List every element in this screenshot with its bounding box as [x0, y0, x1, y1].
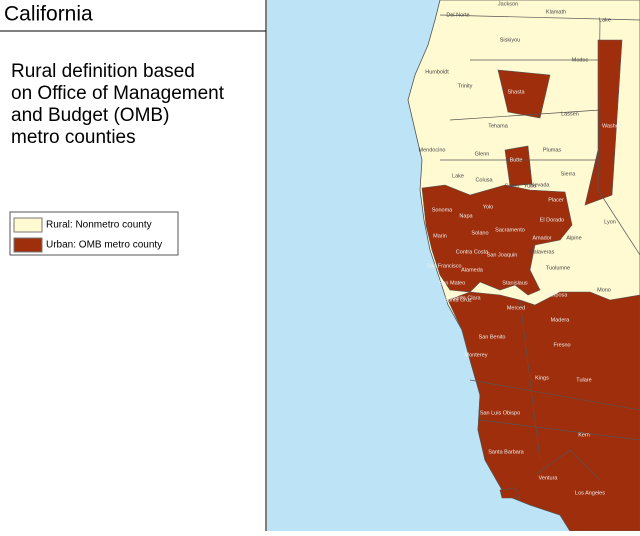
county-label: Tehama — [488, 123, 509, 129]
shasta — [497, 69, 551, 119]
bay-area — [421, 184, 573, 296]
county-label: Butte — [510, 157, 523, 163]
county-label: Santa Clara — [451, 295, 481, 301]
county-label: Nevada — [531, 182, 551, 188]
description-line: on Office of Management — [11, 83, 225, 104]
county-label: Yolo — [483, 204, 494, 210]
county-label: El Dorado — [540, 217, 564, 223]
county-label: Plumas — [543, 147, 562, 153]
nevada-border — [597, 19, 640, 256]
county-label: Lake — [599, 17, 611, 23]
side-panel — [0, 0, 266, 531]
county-border — [519, 299, 541, 461]
county-label: Amador — [532, 235, 551, 241]
legend-swatch — [13, 217, 43, 233]
county-label: San Joaquin — [487, 252, 518, 258]
county-label: Shasta — [507, 89, 525, 95]
oregon-border — [439, 14, 640, 21]
county-label: Ventura — [539, 475, 559, 481]
channel-island — [499, 487, 521, 499]
county-label: San Mateo — [439, 280, 466, 286]
county-label: Kings — [535, 375, 549, 381]
description-line: metro counties — [11, 127, 136, 148]
county-label: Del Norte — [446, 12, 469, 18]
county-label: Tuolumne — [546, 265, 570, 271]
county-label: Contra Costa — [456, 249, 489, 255]
county-border — [479, 419, 640, 441]
county-label: Alameda — [461, 267, 484, 273]
county-border — [469, 379, 640, 411]
county-label: Trinity — [458, 83, 473, 89]
county-label: Los Angeles — [575, 490, 605, 496]
county-label: Merced — [507, 305, 525, 311]
county-label: Mono — [597, 287, 611, 293]
county-label: Klamath — [546, 9, 566, 15]
county-border — [449, 109, 601, 121]
washoe — [584, 39, 623, 206]
description-line: Rural definition based — [11, 61, 195, 82]
land — [407, 0, 640, 532]
county-label: Yuba — [524, 183, 537, 189]
county-label: Alpine — [566, 235, 581, 241]
county-label: Colusa — [475, 177, 493, 183]
county-label: Monterey — [465, 352, 488, 358]
county-label: Jackson — [498, 1, 518, 7]
urban-areas — [421, 39, 640, 532]
county-label: Mariposa — [545, 292, 569, 298]
title: California — [4, 3, 93, 26]
county-label: Calaveras — [530, 249, 555, 255]
county-label: Stanislaus — [502, 280, 528, 286]
county-label: Mendocino — [419, 147, 446, 153]
county-label: Lake — [452, 173, 464, 179]
county-label: Modoc — [572, 57, 589, 63]
county-label: Santa Cruz — [444, 297, 472, 303]
county-label: Marin — [433, 233, 447, 239]
county-label: Sacramento — [495, 227, 525, 233]
county-border — [534, 449, 601, 481]
county-label: Glenn — [475, 151, 490, 157]
county-label: Napa — [459, 213, 473, 219]
county-label: Sierra — [561, 171, 577, 177]
county-label: San Luis Obispo — [480, 410, 520, 416]
county-label: Lyon — [604, 219, 616, 225]
county-label: Siskiyou — [500, 37, 520, 43]
legend-label: Rural: Nonmetro county — [46, 220, 152, 231]
county-label: Kern — [578, 432, 590, 438]
county-label: Madera — [551, 317, 571, 323]
county-label: Washoe — [602, 123, 622, 129]
description-line: and Budget (OMB) — [11, 105, 169, 126]
county-label: Sutter — [505, 183, 520, 189]
borders — [439, 14, 640, 481]
county-label: Sonoma — [432, 207, 453, 213]
county-label: Solano — [471, 230, 488, 236]
butte — [504, 145, 533, 187]
legend-label: Urban: OMB metro county — [46, 240, 162, 251]
county-label: San Francisco — [426, 263, 461, 269]
county-label: Santa Barbara — [488, 449, 524, 455]
county-label: Fresno — [553, 342, 570, 348]
legend-swatch — [13, 237, 43, 253]
county-label: Lassen — [561, 111, 579, 117]
county-label: Humboldt — [425, 69, 449, 75]
county-label: Tulare — [576, 377, 591, 383]
county-label: San Benito — [479, 334, 506, 340]
county-label: Placer — [548, 197, 564, 203]
